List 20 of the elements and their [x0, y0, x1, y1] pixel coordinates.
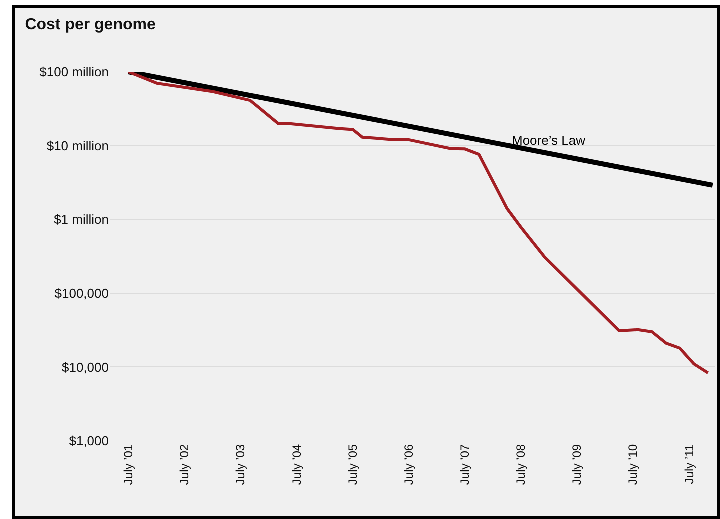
x-tick-label: July ’03: [234, 444, 248, 486]
series-label: Moore’s Law: [512, 133, 586, 148]
x-tick-label: July ’02: [178, 444, 192, 486]
y-tick-label: $100 million: [40, 64, 109, 80]
x-tick-label: July ’06: [402, 444, 416, 486]
x-tick-label: July ’10: [626, 444, 640, 486]
x-tick-label: July ’08: [514, 444, 528, 486]
y-tick-label: $100,000: [54, 286, 109, 301]
y-tick-label: $10,000: [62, 360, 109, 375]
line-series: [127, 72, 710, 375]
y-tick-label: $10 million: [46, 138, 109, 154]
x-tick-label: July ’05: [346, 444, 360, 486]
y-tick-label: $1,000: [69, 434, 109, 449]
chart-title: Cost per genome: [25, 16, 156, 34]
x-tick-label: July ’07: [458, 444, 472, 486]
x-tick-label: July ’01: [122, 444, 136, 486]
x-tick-label: July ’04: [290, 444, 304, 486]
y-tick-label: $1 million: [54, 212, 109, 228]
x-tick-label: July ’09: [570, 444, 584, 486]
x-tick-label: July ’11: [682, 444, 696, 484]
